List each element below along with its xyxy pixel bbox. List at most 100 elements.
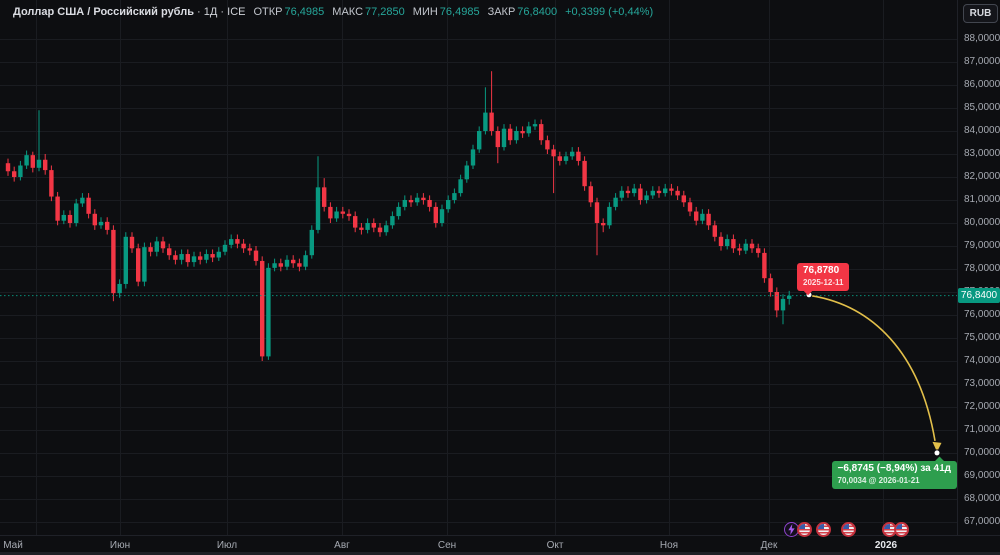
candle-up <box>452 193 457 200</box>
high-value: 77,2850 <box>365 6 405 18</box>
candle-down <box>210 254 215 258</box>
candle-up <box>191 256 197 263</box>
interval-label[interactable]: 1Д <box>203 6 218 18</box>
low-value: 76,4985 <box>439 6 480 18</box>
candle-down <box>86 197 91 214</box>
chart-canvas[interactable] <box>0 0 957 535</box>
projection-end-dot[interactable] <box>933 449 941 457</box>
time-tick-label: Сен <box>437 540 457 551</box>
candle-up <box>501 128 507 148</box>
candle-up <box>780 298 786 311</box>
us-flag-icon[interactable] <box>841 522 856 537</box>
candle-up <box>464 165 469 180</box>
candle-down <box>105 221 110 230</box>
candle-down <box>421 197 426 200</box>
price-tick-label: 72,0000 <box>964 401 1000 412</box>
candle-up <box>315 187 321 230</box>
candle-up <box>396 206 401 217</box>
candle-down <box>353 216 358 228</box>
candle-up <box>458 179 463 194</box>
candle-down <box>278 263 283 267</box>
candle-up <box>36 159 42 168</box>
price-tick-label: 80,0000 <box>964 217 1000 228</box>
us-flag-icon[interactable] <box>797 522 812 537</box>
time-tick-label: Май <box>3 540 23 551</box>
symbol-title[interactable]: Доллар США / Российский рубль · 1Д · ICE <box>13 6 245 18</box>
time-axis[interactable]: Май Июн Июл Авг Сен Окт Ноя Дек 2026 <box>0 535 1000 555</box>
target-price-date: 70,0034 @ 2026-01-21 <box>837 475 920 485</box>
projection-source-label[interactable]: 76,8780 2025-12-11 <box>797 263 850 295</box>
candle-up <box>24 155 29 166</box>
source-date: 2025-12-11 <box>803 277 844 287</box>
candles-group <box>5 71 792 361</box>
candle-up <box>390 216 395 226</box>
candle-up <box>266 267 271 357</box>
price-tick-label: 83,0000 <box>964 148 1000 159</box>
window-bottom-edge <box>0 552 1000 555</box>
candle-up <box>619 190 624 198</box>
price-tick-label: 81,0000 <box>964 194 1000 205</box>
candle-up <box>632 188 637 194</box>
price-tick-label: 74,0000 <box>964 355 1000 366</box>
price-tick-label: 70,0000 <box>964 447 1000 458</box>
legend-separator: · <box>220 6 225 18</box>
time-tick-label: 2026 <box>874 540 898 551</box>
candle-up <box>470 149 476 166</box>
candle-up <box>607 206 612 226</box>
candle-down <box>718 236 724 246</box>
price-tick-label: 87,0000 <box>964 56 1000 67</box>
candle-up <box>142 247 147 282</box>
candle-up <box>402 200 407 207</box>
candle-up <box>80 197 85 204</box>
candle-up <box>272 263 277 268</box>
candle-down <box>198 256 203 260</box>
currency-unit-button[interactable]: RUB <box>963 4 998 23</box>
candle-up <box>18 165 23 177</box>
us-flag-icon[interactable] <box>816 522 831 537</box>
ohlc-readout: ОТКР 76,4985 МАКС 77,2850 МИН 76,4985 ЗАКР 7… <box>253 6 557 18</box>
candle-down <box>557 156 562 161</box>
candle-down <box>136 248 141 282</box>
candle-down <box>588 186 593 203</box>
candle-up <box>309 229 314 256</box>
us-flag-icon[interactable] <box>894 522 909 537</box>
price-tick-label: 69,0000 <box>964 470 1000 481</box>
candle-up <box>303 255 308 267</box>
candle-down <box>241 243 246 249</box>
price-tick-label: 75,0000 <box>964 332 1000 343</box>
candle-down <box>694 211 699 221</box>
candle-up <box>613 197 618 207</box>
candle-down <box>427 200 432 207</box>
price-tick-label: 68,0000 <box>964 493 1000 504</box>
symbol-name[interactable]: Доллар США / Российский рубль <box>13 6 194 18</box>
price-tick-label: 85,0000 <box>964 102 1000 113</box>
candle-down <box>712 225 717 237</box>
candle-up <box>483 112 488 131</box>
candle-down <box>539 124 544 141</box>
candle-down <box>625 190 631 194</box>
projection-curve[interactable] <box>811 295 936 442</box>
candle-down <box>340 211 345 214</box>
projection-arrowhead <box>932 441 942 452</box>
candle-down <box>235 239 240 244</box>
candle-down <box>328 206 333 219</box>
candle-up <box>204 254 209 260</box>
candle-up <box>117 283 122 294</box>
price-axis[interactable]: 88,0000 87,0000 86,0000 85,0000 84,0000 83,00… <box>957 0 1000 535</box>
candle-down <box>669 188 674 191</box>
candle-up <box>179 254 184 260</box>
candle-down <box>167 248 172 256</box>
candle-down <box>520 131 525 134</box>
time-tick-label: Дек <box>760 540 778 551</box>
candle-down <box>160 241 166 249</box>
projection-target-label[interactable]: −6,8745 (−8,94%) за 41д 70,0034 @ 2026-0… <box>831 456 957 489</box>
price-tick-label: 79,0000 <box>964 240 1000 251</box>
price-tick-label: 71,0000 <box>964 424 1000 435</box>
candle-up <box>514 131 519 141</box>
candle-down <box>601 223 606 226</box>
candle-up <box>532 124 538 127</box>
price-tick-label: 76,0000 <box>964 309 1000 320</box>
candle-down <box>260 260 265 357</box>
target-change: −6,8745 (−8,94%) за 41д <box>837 463 952 474</box>
